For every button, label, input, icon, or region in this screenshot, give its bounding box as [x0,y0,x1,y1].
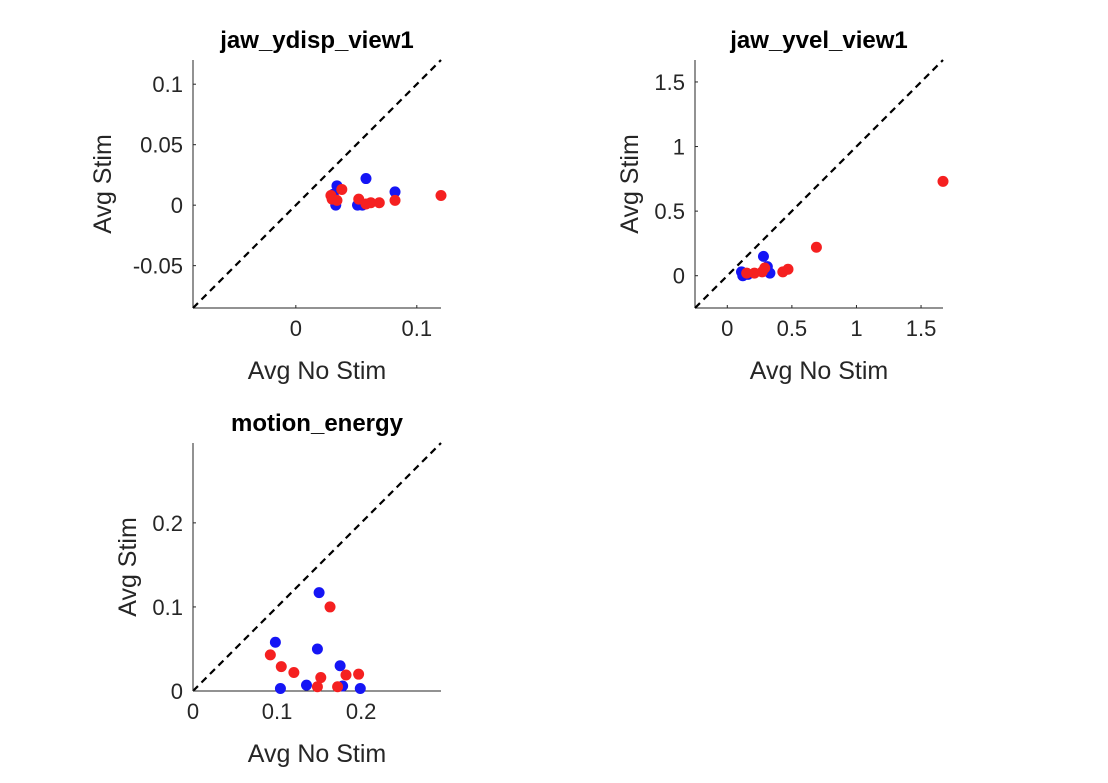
data-point-red [435,189,447,201]
data-point-blue [757,250,769,262]
data-point-blue [360,173,372,185]
y-tick-label: 1 [673,135,685,160]
data-point-red [759,262,771,274]
data-point-red [311,681,323,693]
data-point-red [324,601,336,613]
data-point-red [353,668,365,680]
data-point-red [365,197,377,209]
x-tick-label: 0.2 [346,699,377,724]
y-axis-label: Avg Stim [616,134,644,234]
x-tick-label: 1 [850,316,862,341]
data-point-red [288,667,300,679]
x-tick-label: 0 [187,699,199,724]
data-point-red [332,681,344,693]
y-tick-label: 0 [171,193,183,218]
data-point-red [340,669,352,681]
panel-jaw-yvel: jaw_yvel_view1 Avg No Stim Avg Stim 0 0.5… [616,27,949,385]
data-point-blue [311,643,323,655]
x-tick-label: 0.1 [402,316,433,341]
x-axis-label: Avg No Stim [750,357,888,385]
x-axis-label: Avg No Stim [248,357,386,385]
panel-jaw-ydisp: jaw_ydisp_view1 Avg No Stim Avg Stim 0 0.… [89,27,447,385]
y-tick-label: 0.1 [152,72,183,97]
panel-motion-energy: motion_energy Avg No Stim Avg Stim 0 0.1 0… [114,410,442,768]
data-point-blue [389,186,401,198]
data-point-red [315,672,327,684]
data-point-blue [334,660,346,672]
x-axis-label: Avg No Stim [248,740,386,768]
y-tick-label: 0 [171,679,183,704]
y-tick-label: 0 [673,264,685,289]
data-point-blue [313,587,325,599]
data-point-blue [300,679,312,691]
y-tick-label: 0.1 [152,595,183,620]
data-point-red [275,661,287,673]
panel-title: jaw_ydisp_view1 [219,27,413,54]
y-axis-label: Avg Stim [114,517,142,617]
unity-line [192,442,442,692]
data-point-red [331,194,343,206]
data-point-blue [274,682,286,694]
data-point-red [336,183,348,195]
data-point-blue [354,682,366,694]
x-tick-label: 0.5 [777,316,808,341]
data-point-red [810,241,822,253]
y-tick-label: -0.05 [133,254,183,279]
x-tick-label: 0 [721,316,733,341]
y-axis-label: Avg Stim [89,134,117,234]
data-point-red [373,197,385,209]
x-tick-label: 1.5 [906,316,937,341]
data-point-blue [269,636,281,648]
unity-line [694,59,944,309]
panel-title: motion_energy [231,410,404,437]
data-point-red [782,263,794,275]
data-point-red [741,267,753,279]
x-tick-label: 0 [290,316,302,341]
data-point-red [937,175,949,187]
panel-title: jaw_yvel_view1 [729,27,907,54]
data-point-red [389,194,401,206]
unity-line [192,59,442,309]
y-tick-label: 1.5 [654,70,685,95]
y-tick-label: 0.2 [152,511,183,536]
y-tick-label: 0.05 [140,133,183,158]
x-tick-label: 0.1 [262,699,293,724]
y-tick-label: 0.5 [654,199,685,224]
data-point-red [264,649,276,661]
